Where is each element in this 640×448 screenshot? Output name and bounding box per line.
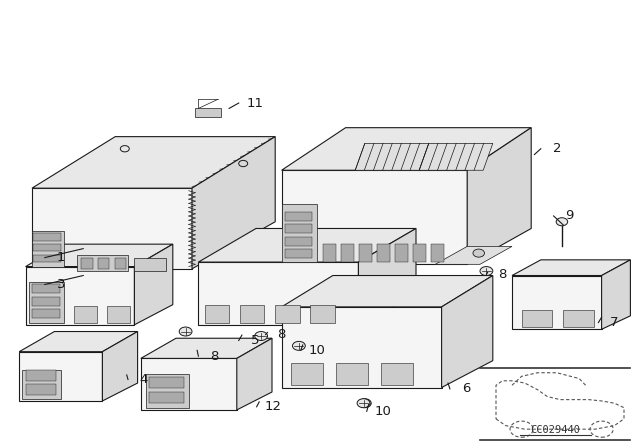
Circle shape: [255, 332, 268, 340]
Text: 8: 8: [498, 268, 507, 281]
Text: 8: 8: [210, 349, 219, 363]
Polygon shape: [134, 258, 166, 271]
Polygon shape: [275, 305, 300, 323]
Polygon shape: [381, 363, 413, 385]
Polygon shape: [32, 309, 60, 318]
Polygon shape: [359, 244, 372, 262]
Polygon shape: [435, 246, 512, 264]
Polygon shape: [285, 212, 312, 221]
Polygon shape: [237, 338, 272, 410]
Polygon shape: [149, 392, 184, 403]
Polygon shape: [98, 258, 109, 269]
Circle shape: [556, 218, 568, 226]
Polygon shape: [22, 370, 61, 399]
Polygon shape: [341, 244, 354, 262]
Polygon shape: [19, 352, 102, 401]
Circle shape: [473, 249, 484, 257]
Text: 3: 3: [56, 278, 65, 291]
Polygon shape: [77, 255, 128, 271]
Polygon shape: [285, 237, 312, 246]
Polygon shape: [26, 370, 56, 381]
Polygon shape: [198, 262, 358, 325]
Polygon shape: [395, 244, 408, 262]
Circle shape: [358, 399, 371, 408]
Text: 10: 10: [308, 344, 325, 357]
Polygon shape: [33, 244, 61, 251]
Text: 2: 2: [552, 142, 561, 155]
Text: 4: 4: [140, 373, 148, 386]
Polygon shape: [81, 258, 93, 269]
Polygon shape: [291, 363, 323, 385]
Polygon shape: [115, 258, 126, 269]
Polygon shape: [26, 384, 56, 395]
Polygon shape: [141, 358, 237, 410]
Text: 12: 12: [264, 400, 281, 414]
Circle shape: [480, 267, 493, 276]
Polygon shape: [602, 260, 630, 329]
Polygon shape: [33, 233, 61, 241]
Polygon shape: [442, 276, 493, 388]
Polygon shape: [282, 204, 317, 262]
Polygon shape: [467, 128, 531, 264]
Polygon shape: [33, 255, 61, 262]
Polygon shape: [282, 170, 467, 264]
Polygon shape: [141, 338, 272, 358]
Polygon shape: [195, 108, 221, 117]
Polygon shape: [413, 244, 426, 262]
Text: 11: 11: [246, 96, 263, 110]
Polygon shape: [355, 143, 429, 170]
Text: 8: 8: [277, 328, 286, 341]
Polygon shape: [512, 276, 602, 329]
Polygon shape: [522, 310, 552, 327]
Polygon shape: [512, 260, 630, 276]
Polygon shape: [285, 249, 312, 258]
Polygon shape: [107, 306, 130, 323]
Polygon shape: [26, 267, 134, 325]
Polygon shape: [29, 282, 64, 323]
Circle shape: [292, 341, 305, 350]
Polygon shape: [419, 143, 493, 170]
Polygon shape: [336, 363, 368, 385]
Polygon shape: [32, 231, 64, 267]
Text: 7: 7: [610, 316, 619, 329]
Polygon shape: [134, 244, 173, 325]
Text: CC029440: CC029440: [531, 425, 580, 435]
Polygon shape: [205, 305, 229, 323]
Polygon shape: [146, 374, 189, 408]
Polygon shape: [26, 244, 173, 267]
Polygon shape: [323, 244, 336, 262]
Polygon shape: [74, 306, 97, 323]
Text: 1: 1: [56, 251, 65, 264]
Polygon shape: [102, 332, 138, 401]
Text: 9: 9: [565, 209, 574, 223]
Polygon shape: [282, 276, 493, 307]
Polygon shape: [563, 310, 594, 327]
Polygon shape: [240, 305, 264, 323]
Polygon shape: [32, 137, 275, 188]
Polygon shape: [32, 297, 60, 306]
Polygon shape: [19, 332, 138, 352]
Text: 10: 10: [374, 405, 391, 418]
Polygon shape: [32, 284, 60, 293]
Circle shape: [179, 327, 192, 336]
Text: 6: 6: [461, 382, 470, 396]
Polygon shape: [431, 244, 444, 262]
Polygon shape: [377, 244, 390, 262]
Polygon shape: [310, 305, 335, 323]
Polygon shape: [32, 188, 192, 269]
Circle shape: [357, 399, 370, 408]
Text: 5: 5: [250, 334, 259, 347]
Polygon shape: [192, 137, 275, 269]
Polygon shape: [285, 224, 312, 233]
Polygon shape: [282, 128, 531, 170]
Polygon shape: [198, 228, 416, 262]
Polygon shape: [282, 307, 442, 388]
Polygon shape: [149, 377, 184, 388]
Polygon shape: [358, 228, 416, 325]
